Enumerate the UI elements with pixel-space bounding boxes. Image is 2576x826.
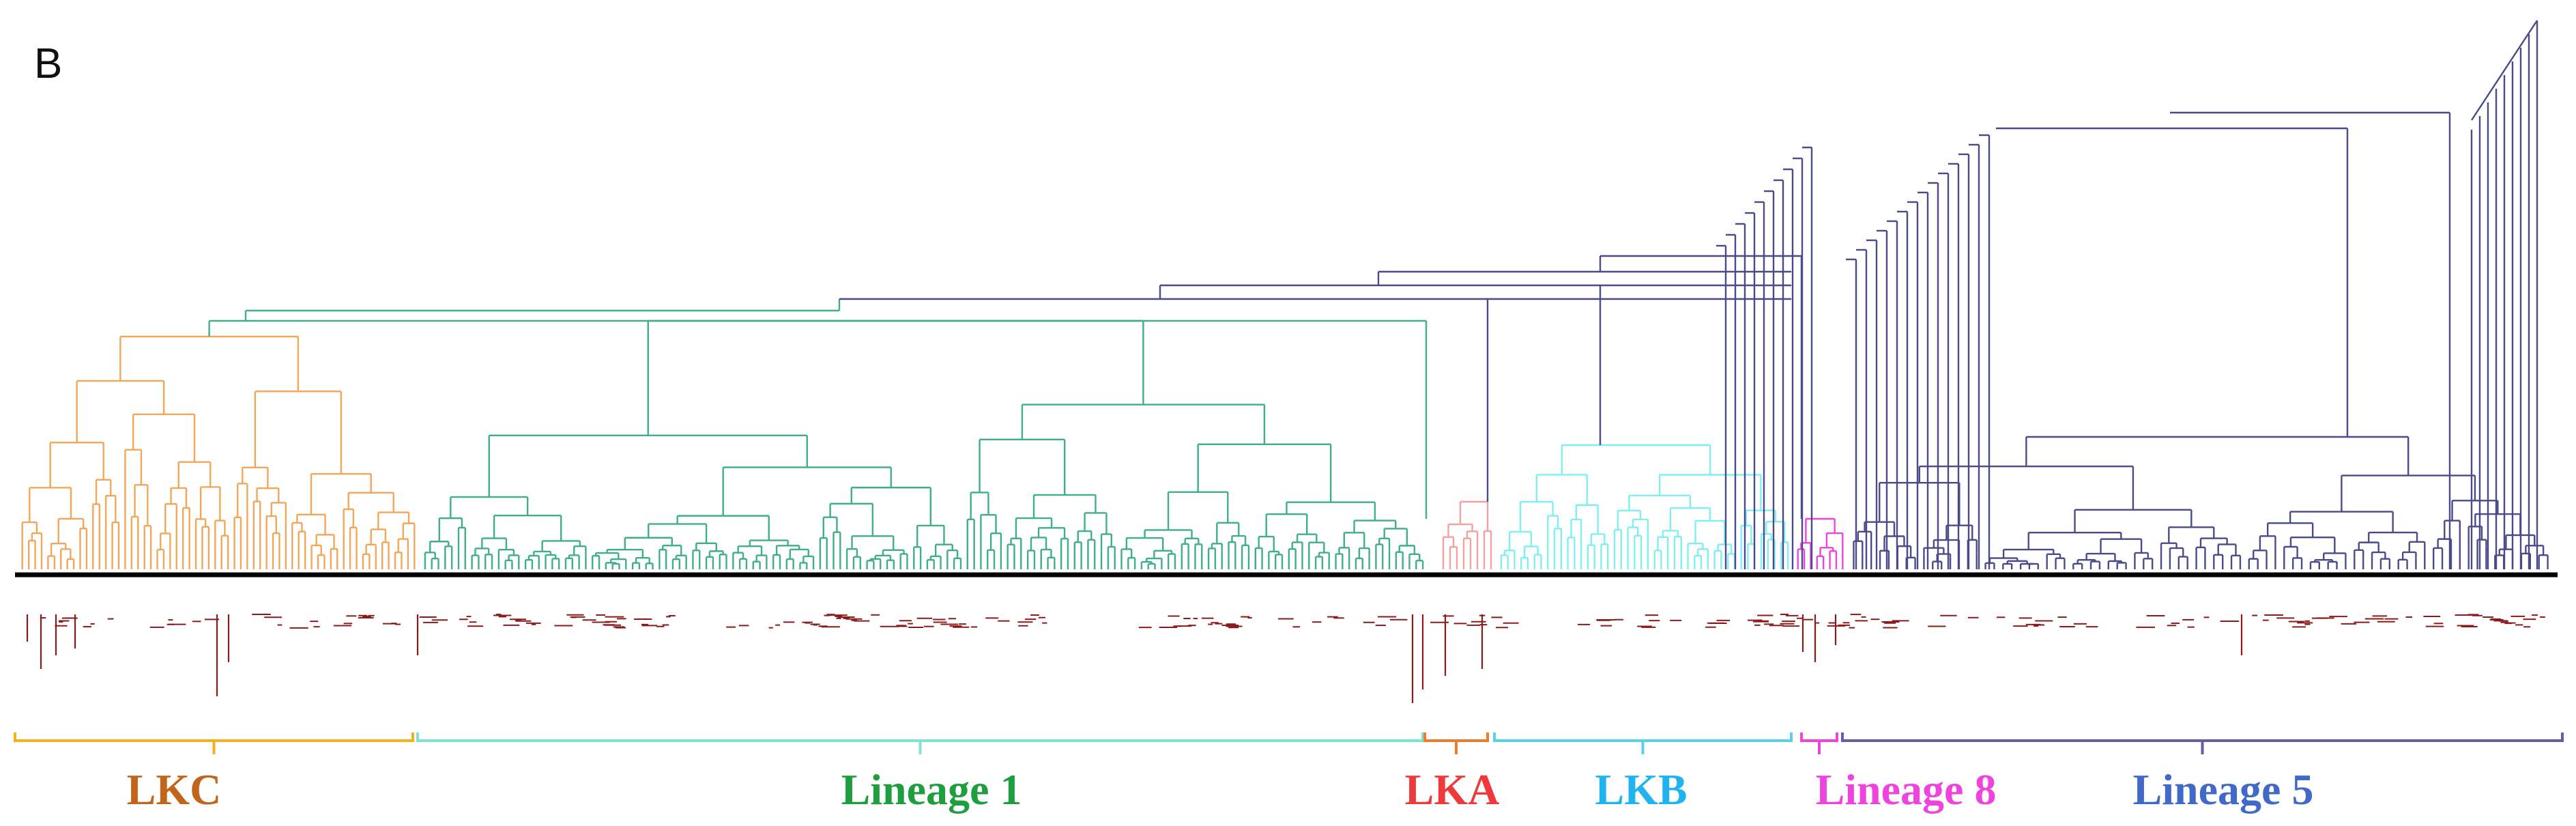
clade-label-lineage5: Lineage 5: [2133, 765, 2314, 814]
bracket-lineage8: [1800, 732, 1838, 754]
clade-label-lkc: LKC: [127, 765, 222, 814]
bracket-lkb: [1493, 732, 1793, 754]
panel-letter: B: [34, 40, 63, 87]
tip-labels: [26, 614, 2545, 703]
backbone: [208, 146, 1813, 569]
tree-branches: [21, 20, 2549, 569]
bracket-lineage1: [416, 732, 1424, 754]
bracket-lka: [1423, 732, 1489, 754]
clade-label-lkb: LKB: [1595, 765, 1687, 814]
clade-label-lineage1: Lineage 1: [841, 765, 1022, 814]
clade-labels: LKC Lineage 1 LKA LKB Lineage 8 Lineage 5: [127, 765, 2314, 814]
clade-subtree-lineage1: [424, 319, 1424, 569]
bracket-lkc: [14, 732, 414, 754]
bracket-lineage5: [1841, 732, 2564, 754]
clade-label-lka: LKA: [1405, 765, 1500, 814]
clade-subtree-lkc: [21, 335, 416, 569]
clade-subtree-lineage8: [1797, 517, 1844, 569]
lineage5-ladder: [1846, 20, 2538, 569]
clade-subtree-lkb: [1500, 444, 1789, 569]
clade-subtree-lka: [1442, 500, 1492, 569]
clade-subtree-lineage5: [1853, 436, 2549, 569]
clade-label-lineage8: Lineage 8: [1816, 765, 1997, 814]
clade-brackets: [14, 732, 2564, 754]
